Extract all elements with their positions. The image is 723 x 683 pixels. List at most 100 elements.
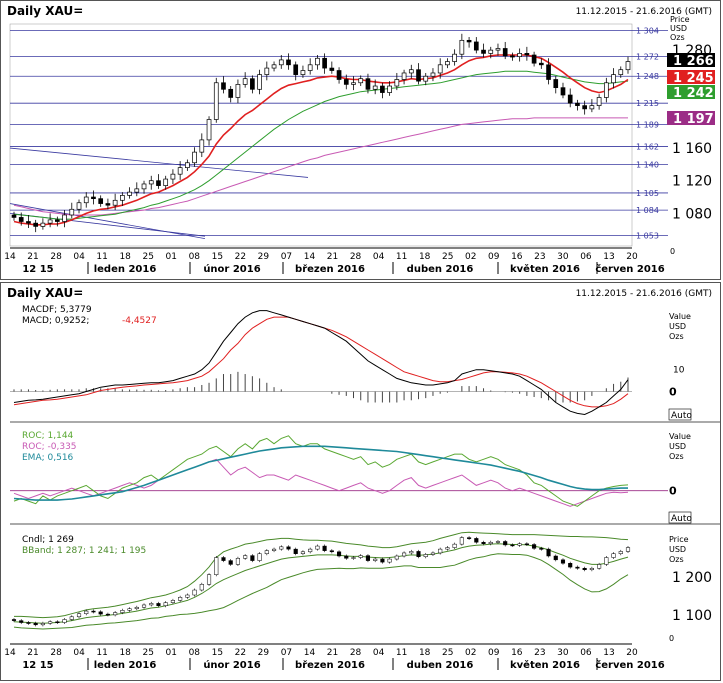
candle-body (322, 545, 327, 551)
month-label: duben 2016 (407, 264, 474, 275)
candle-body (351, 557, 356, 559)
candle-body (560, 559, 566, 564)
macd-legend: MACDF; 5,3779 (22, 305, 92, 315)
candle-body (567, 94, 573, 104)
candle-body (437, 64, 443, 74)
x-tick-label: 25 (442, 648, 453, 658)
candle-body (517, 53, 522, 57)
candle-body (250, 555, 255, 561)
y-tick-label: 0 (669, 386, 677, 399)
candle-body (293, 548, 298, 554)
trend-line (9, 203, 206, 240)
bband-lower-line (13, 553, 629, 630)
ma-purple-line (13, 117, 628, 216)
candle-body (343, 79, 349, 85)
x-tick-label: 28 (350, 648, 362, 658)
candle-body (55, 621, 60, 624)
candle-body (192, 151, 197, 164)
candle-body (618, 551, 623, 554)
axis-unit-label: Price (670, 15, 690, 24)
x-tick-label: 21 (27, 648, 38, 658)
x-tick-label: 13 (603, 252, 614, 262)
x-tick-label: 21 (327, 252, 338, 262)
ema-red-line (13, 54, 629, 226)
candle-body (271, 64, 277, 69)
price-chart[interactable]: 1 304 1 272 1 248 1 215 1 189 1 162 1 140 1 105… (0, 0, 721, 280)
level-label: 1 304 (636, 27, 659, 36)
x-tick-label: 29 (258, 252, 270, 262)
candle-body (488, 49, 494, 54)
price-tag-label: 1 242 (673, 86, 714, 101)
candle-body (510, 544, 515, 547)
date-range: 11.12.2015 - 21.6.2016 (GMT) (575, 7, 712, 17)
candle-body (170, 600, 175, 603)
candle-body (459, 39, 465, 55)
candle-body (430, 552, 436, 555)
candle-body (235, 84, 241, 98)
candle-body (40, 222, 46, 227)
price-tag (667, 53, 715, 67)
candle-body (148, 180, 154, 185)
candle-body (611, 553, 616, 558)
month-label: duben 2016 (407, 660, 474, 671)
candle-body (206, 574, 212, 585)
candle-body (380, 85, 385, 93)
date-range-2: 11.12.2015 - 21.6.2016 (GMT) (575, 289, 712, 299)
x-tick-label: 14 (304, 648, 316, 658)
macdf-line (13, 310, 629, 416)
candle-body (430, 72, 436, 77)
candle-body (286, 59, 291, 66)
candle-body (18, 217, 24, 222)
x-tick-label: 04 (373, 648, 385, 658)
candle-body (423, 75, 429, 82)
candle-body (33, 222, 39, 227)
candle-body (589, 105, 595, 110)
candle-body (235, 558, 240, 565)
candle-body (481, 49, 486, 54)
month-label: květen 2016 (510, 659, 580, 671)
candle-body (55, 219, 60, 222)
candle-body (185, 162, 190, 168)
candle-body (19, 620, 24, 623)
candle-body (473, 41, 479, 51)
ema-line (13, 445, 628, 501)
x-tick-label: 08 (189, 252, 201, 262)
level-label: 1 105 (636, 189, 659, 198)
candle-body (221, 557, 226, 561)
candle-body (177, 167, 183, 175)
candle-body (546, 64, 551, 80)
candle-body (105, 613, 110, 616)
axis-unit-label: Price (669, 535, 689, 544)
candle-body (48, 621, 53, 624)
level-label: 1 248 (636, 72, 659, 81)
candle-body (308, 548, 313, 553)
candle-body (206, 119, 212, 141)
axis-unit-label: USD (669, 322, 686, 331)
candle-body (517, 543, 522, 546)
axis-unit-label: Ozs (669, 332, 684, 341)
x-tick-label: 28 (350, 252, 362, 262)
x-tick-label: 18 (119, 252, 131, 262)
x-tick-label: 20 (626, 252, 638, 262)
y-axis-label: 1 160 (672, 141, 712, 157)
candle-body (315, 57, 320, 66)
x-tick-label: 07 (281, 648, 292, 658)
level-label: 1 053 (636, 231, 659, 240)
candle-body (531, 54, 537, 64)
candle-body (603, 82, 609, 98)
candle-body (300, 70, 306, 75)
candle-body (416, 69, 421, 82)
auto-button (668, 408, 692, 421)
candle-body (372, 85, 378, 90)
x-tick-label: 18 (419, 252, 431, 262)
macd-legend: MACD; 0,9252; (22, 316, 89, 326)
candle-body (510, 55, 515, 58)
candle-body (62, 619, 67, 623)
candle-body (228, 88, 234, 98)
price-tag (667, 85, 715, 99)
candle-body (134, 606, 139, 610)
candle-body (213, 82, 219, 120)
candle-body (69, 616, 74, 620)
month-label: březen 2016 (295, 263, 365, 275)
